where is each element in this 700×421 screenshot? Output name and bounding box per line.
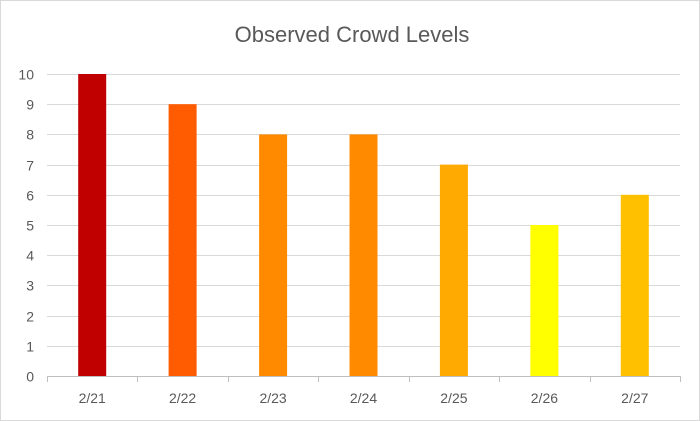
x-axis-tick-labels: 2/21 2/22 2/23 2/24 2/25 2/26 2/27 — [79, 390, 649, 406]
y-tick-label: 1 — [26, 339, 34, 355]
x-tick-label: 2/23 — [259, 390, 286, 406]
y-tick-label: 8 — [26, 127, 34, 143]
x-tick-label: 2/21 — [79, 390, 106, 406]
axes — [47, 376, 681, 382]
bar-2-22 — [168, 104, 197, 376]
y-tick-label: 2 — [26, 309, 34, 325]
bar-2-26 — [530, 225, 559, 376]
x-tick-label: 2/27 — [621, 390, 648, 406]
x-tick-label: 2/22 — [169, 390, 196, 406]
y-tick-label: 0 — [26, 369, 34, 385]
y-axis-tick-labels: 0 1 2 3 4 5 6 7 8 9 10 — [18, 67, 34, 385]
y-tick-label: 7 — [26, 158, 34, 174]
bar-2-25 — [439, 164, 468, 376]
chart-title: Observed Crowd Levels — [235, 22, 470, 47]
bar-2-24 — [349, 134, 378, 376]
bar-2-27 — [620, 194, 649, 376]
y-tick-label: 9 — [26, 97, 34, 113]
y-tick-label: 4 — [26, 248, 34, 264]
x-tick-label: 2/24 — [350, 390, 377, 406]
bar-2-21 — [78, 74, 107, 376]
y-tick-label: 10 — [18, 67, 34, 83]
bars — [78, 74, 649, 376]
y-tick-label: 3 — [26, 278, 34, 294]
x-tick-label: 2/26 — [531, 390, 558, 406]
y-tick-label: 5 — [26, 218, 34, 234]
x-tick-label: 2/25 — [440, 390, 467, 406]
y-tick-label: 6 — [26, 188, 34, 204]
bar-2-23 — [259, 134, 288, 376]
